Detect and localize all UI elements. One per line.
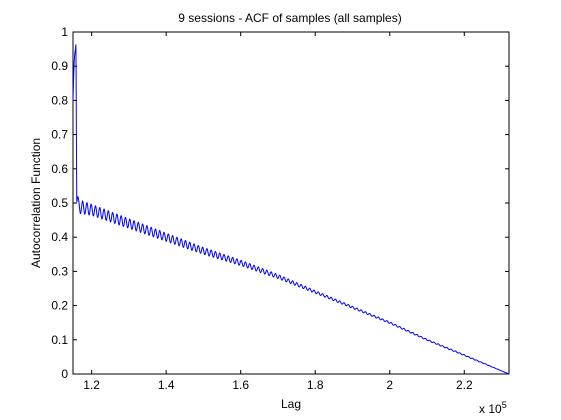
x-tick-label: 1.6 <box>232 378 249 392</box>
y-tick-label: 0.2 <box>51 299 68 313</box>
x-tick-label: 1.8 <box>307 378 324 392</box>
y-axis-label: Autocorrelation Function <box>29 138 43 268</box>
y-tick-label: 0.3 <box>51 264 68 278</box>
plot-area <box>72 31 510 375</box>
x-axis-multiplier: x 105 <box>479 400 507 416</box>
x-tick-label: 2 <box>386 378 393 392</box>
y-tick-label: 0.8 <box>51 93 68 107</box>
y-axis: 0 0.1 0.2 0.3 0.4 0.5 0.6 0.7 0.8 0.9 1 <box>51 25 509 381</box>
x-axis: 1.2 1.4 1.6 1.8 2 2.2 <box>83 32 473 392</box>
y-tick-label: 0.6 <box>51 162 68 176</box>
x-multiplier-base: x 10 <box>479 402 502 416</box>
x-axis-label: Lag <box>281 397 301 411</box>
x-multiplier-exponent: 5 <box>502 400 507 410</box>
acf-series-line <box>72 44 510 375</box>
y-tick-label: 0.9 <box>51 59 68 73</box>
x-tick-label: 2.2 <box>456 378 473 392</box>
chart-title: 9 sessions - ACF of samples (all samples… <box>178 11 401 25</box>
y-tick-label: 0 <box>61 367 68 381</box>
x-tick-label: 1.4 <box>158 378 175 392</box>
y-tick-label: 0.5 <box>51 196 68 210</box>
x-tick-label: 1.2 <box>83 378 100 392</box>
series-group <box>72 44 510 375</box>
y-tick-label: 1 <box>61 25 68 39</box>
y-tick-label: 0.1 <box>51 333 68 347</box>
y-tick-label: 0.4 <box>51 230 68 244</box>
y-tick-label: 0.7 <box>51 128 68 142</box>
